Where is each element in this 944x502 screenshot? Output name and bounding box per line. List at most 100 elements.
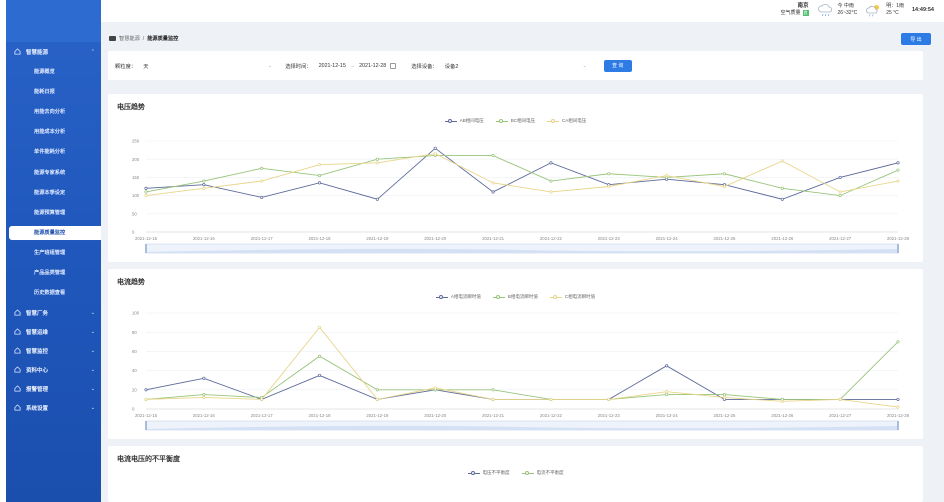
unbalance-legend: 电压不平衡度 电流不平衡度: [108, 470, 923, 476]
sidebar-item[interactable]: 能源概览: [34, 68, 55, 75]
sidebar-group-label: 智慧厂务: [26, 310, 49, 317]
voltage-trend-panel: 电压趋势 AB相间电压 BC相间电压 CA相间电压 0 50 100 150 200 250 2…: [108, 94, 923, 262]
x-tick-label: 2021-12-15: [135, 236, 158, 241]
unbalance-title: 电流电压的不平衡度: [117, 456, 180, 463]
date-start: 2021-12-15: [318, 62, 346, 69]
x-tick-label: 2021-12-28: [887, 236, 910, 241]
chevron-down-icon: ⌄: [90, 385, 95, 392]
sidebar-item[interactable]: 能源质量监控: [9, 225, 105, 240]
legend-item[interactable]: BC相间电压: [495, 118, 535, 124]
device-value: 设备2: [444, 63, 459, 70]
legend-item[interactable]: CA相间电压: [547, 118, 586, 124]
current-trend-chart[interactable]: 0 20 40 60 80 100 2021-12-15 2021-12-16 2021-12-…: [108, 269, 923, 439]
legend-label: 电压不平衡度: [482, 470, 510, 475]
sidebar-item[interactable]: 生产班组管理: [34, 250, 66, 257]
zoom-handle-right: [897, 421, 899, 430]
x-tick-label: 2021-12-16: [193, 236, 216, 241]
data-point: [780, 186, 784, 190]
breadcrumb: 智慧能源 / 能源质量监控: [109, 35, 178, 42]
sidebar-group-label: 系统设置: [26, 405, 49, 412]
legend-label: CA相间电压: [562, 118, 587, 123]
filter-bar: 颗粒度： 天 ⌄ 选择时间： 2021-12-15 → 2021-12-28 选…: [108, 51, 923, 80]
main-content: 智慧能源 / 能源质量监控 导 出 颗粒度： 天 ⌄ 选择时间： 2021-12…: [101, 22, 944, 502]
legend-item[interactable]: C相电流瞬时值: [549, 294, 595, 300]
x-tick-label: 2021-12-20: [424, 236, 447, 241]
data-zoom-slider[interactable]: [145, 243, 899, 254]
sidebar-item[interactable]: 历史数据查看: [34, 290, 66, 297]
legend-item[interactable]: B相电流瞬时值: [492, 294, 538, 300]
data-point: [260, 195, 264, 199]
data-point: [144, 190, 148, 194]
legend-label: BC相间电压: [510, 118, 535, 123]
data-zoom-slider[interactable]: [145, 420, 899, 431]
sidebar-group[interactable]: 系统设置 ⌄: [6, 398, 101, 417]
current-legend: A相电流瞬时值 B相电流瞬时值 C相电流瞬时值: [108, 294, 923, 300]
sidebar-item[interactable]: 用能成本分析: [34, 129, 66, 136]
zoom-handle-left: [145, 244, 147, 253]
weather-today-temp: 26~32°C: [837, 10, 858, 16]
data-point: [317, 174, 322, 178]
sidebar-item[interactable]: 能源预算管理: [34, 209, 66, 216]
weather-today: 今 中雨 26~32°C: [817, 3, 858, 17]
data-point: [202, 186, 206, 190]
sidebar-group[interactable]: 报警管理 ⌄: [6, 379, 101, 398]
sidebar-item[interactable]: 能耗日报: [34, 88, 55, 95]
sidebar-group[interactable]: 智慧能源 ⌃: [6, 42, 101, 61]
energy-icon: [14, 48, 21, 55]
sidebar-menu: 智慧能源 ⌃ 能源概览能耗日报用能去向分析 用能成本分析 单件能耗分析 能源专家系统 能源本…: [6, 42, 105, 417]
legend-item[interactable]: 电流不平衡度: [521, 470, 564, 476]
data-point: [665, 390, 669, 394]
query-button[interactable]: 查 询: [603, 59, 632, 72]
x-tick-label: 2021-12-16: [193, 413, 216, 418]
data-point: [722, 172, 727, 176]
legend-label: AB相间电压: [459, 118, 484, 123]
export-button[interactable]: 导 出: [901, 33, 931, 45]
sidebar-item[interactable]: 产品品类管理: [34, 270, 66, 277]
legend-item[interactable]: AB相间电压: [444, 118, 484, 124]
breadcrumb-root[interactable]: 智慧能源: [119, 36, 140, 42]
chevron-up-icon: ⌃: [90, 48, 95, 55]
data-point: [491, 190, 495, 194]
zoom-handle-right: [897, 244, 899, 253]
sidebar-group[interactable]: 智慧运维 ⌄: [6, 322, 101, 341]
x-tick-label: 2021-12-28: [887, 413, 910, 418]
sidebar-item[interactable]: 单件能耗分析: [34, 149, 66, 156]
sidebar-group[interactable]: 智慧厂务 ⌄: [6, 303, 101, 322]
data-point: [202, 376, 206, 380]
data-point: [896, 179, 900, 183]
legend-label: A相电流瞬时值: [450, 294, 481, 299]
zoom-handle-left: [145, 421, 147, 430]
chevron-down-icon: ⌄: [90, 309, 95, 316]
legend-item[interactable]: 电压不平衡度: [467, 470, 510, 476]
data-point: [375, 161, 379, 165]
device-select[interactable]: 设备2 ⌄: [442, 60, 590, 72]
legend-item[interactable]: A相电流瞬时值: [435, 294, 481, 300]
series-line: [145, 341, 899, 400]
voltage-trend-chart[interactable]: 0 50 100 150 200 250 2021-12-15 2021-12-16 2021-…: [108, 94, 923, 262]
chevron-down-icon: ⌄: [90, 347, 95, 354]
x-tick-label: 2021-12-18: [309, 413, 332, 418]
y-tick-label: 50: [132, 211, 137, 216]
sidebar-item[interactable]: 用能去向分析: [34, 108, 66, 115]
date-range-picker[interactable]: 2021-12-15 → 2021-12-28: [316, 60, 400, 72]
granularity-select[interactable]: 天 ⌄: [140, 60, 275, 72]
legend-label: B相电流瞬时值: [507, 294, 538, 299]
sidebar-item[interactable]: 能源本季设定: [34, 189, 66, 196]
date-range-arrow: →: [349, 62, 356, 69]
sidebar-logo-area: [6, 0, 101, 42]
sidebar-item[interactable]: 能源专家系统: [34, 169, 66, 176]
legend-label: 电流不平衡度: [536, 470, 564, 475]
gear-icon: [14, 404, 21, 411]
data-point: [202, 395, 206, 400]
data-point: [144, 186, 148, 190]
data-point: [722, 395, 727, 400]
data-point: [317, 163, 322, 167]
sidebar: 智慧能源 ⌃ 能源概览能耗日报用能去向分析 用能成本分析 单件能耗分析 能源专家系统 能源本…: [6, 0, 105, 502]
data-point: [202, 183, 206, 187]
data-point: [202, 179, 206, 183]
city-name: 南京: [797, 3, 809, 9]
sidebar-group[interactable]: 资料中心 ⌄: [6, 360, 101, 379]
data-point: [375, 197, 379, 201]
sidebar-group[interactable]: 智慧监控 ⌄: [6, 341, 101, 360]
air-quality-label: 空气质量: [780, 10, 801, 16]
